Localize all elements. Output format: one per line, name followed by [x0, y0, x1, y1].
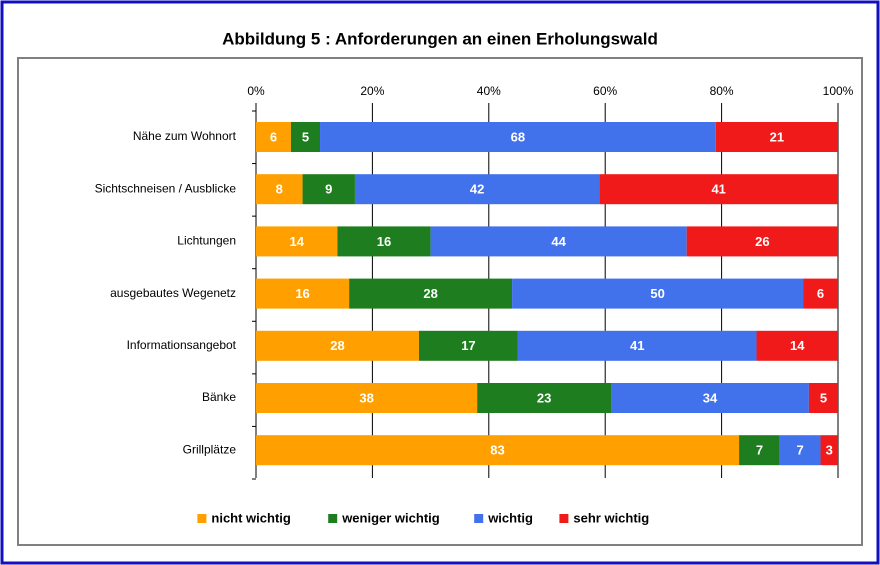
data-label: 83: [490, 443, 504, 458]
y-tick-label: Sichtschneisen / Ausblicke: [95, 181, 237, 195]
data-label: 44: [551, 234, 566, 249]
bar-segment: [337, 226, 431, 257]
legend-swatch: [328, 514, 338, 523]
bar-segment: [256, 174, 303, 205]
data-label: 28: [330, 338, 344, 353]
data-label: 41: [711, 182, 725, 197]
y-tick-label: ausgebautes Wegenetz: [110, 286, 236, 300]
legend-label: nicht wichtig: [211, 510, 291, 525]
legend-swatch: [197, 514, 207, 523]
x-tick-label: 0%: [247, 84, 265, 98]
bar-segment: [290, 122, 321, 152]
x-tick-label: 80%: [710, 84, 734, 98]
bar-segment: [256, 122, 291, 152]
data-label: 17: [461, 338, 475, 353]
bar-segment: [477, 383, 612, 413]
bar-segment: [256, 226, 338, 257]
data-label: 9: [325, 182, 332, 197]
y-tick-label: Nähe zum Wohnort: [133, 129, 237, 143]
y-tick-label: Grillplätze: [183, 442, 237, 456]
bar-segment: [803, 278, 838, 309]
y-tick-label: Bänke: [202, 390, 236, 404]
bar-segment: [418, 330, 518, 361]
x-tick-label: 60%: [593, 84, 617, 98]
data-label: 6: [270, 129, 277, 144]
data-label: 28: [423, 286, 437, 301]
bar-segment: [779, 435, 821, 466]
y-tick-label: Lichtungen: [177, 234, 236, 248]
legend-swatch: [559, 514, 569, 523]
data-label: 6: [817, 286, 824, 301]
x-tick-label: 100%: [823, 84, 854, 98]
data-label: 23: [537, 390, 551, 405]
data-label: 68: [511, 129, 525, 144]
data-label: 34: [703, 390, 718, 405]
chart-title: Abbildung 5 : Anforderungen an einen Erh…: [222, 29, 658, 48]
data-label: 5: [820, 390, 827, 405]
data-label: 41: [630, 338, 644, 353]
legend-label: weniger wichtig: [341, 510, 440, 525]
data-label: 8: [276, 182, 283, 197]
bar-segment: [715, 122, 838, 152]
x-tick-label: 40%: [477, 84, 501, 98]
legend-label: wichtig: [487, 510, 533, 525]
x-tick-label: 20%: [360, 84, 384, 98]
bar-segment: [256, 278, 350, 309]
data-label: 16: [295, 286, 309, 301]
bar-segment: [256, 330, 419, 361]
data-label: 21: [770, 129, 784, 144]
bar-segment: [302, 174, 355, 205]
data-label: 14: [290, 234, 305, 249]
bar-segment: [354, 174, 600, 205]
bar-segment: [256, 435, 740, 466]
bar-segment: [808, 383, 838, 413]
bar-segment: [820, 435, 838, 466]
bar-segment: [256, 383, 478, 413]
data-label: 42: [470, 182, 484, 197]
legend-label: sehr wichtig: [573, 510, 649, 525]
legend-swatch: [474, 514, 484, 523]
data-label: 50: [650, 286, 664, 301]
bar-segment: [599, 174, 838, 205]
bar-segment: [517, 330, 757, 361]
data-label: 7: [756, 443, 763, 458]
bar-segment: [320, 122, 716, 152]
data-label: 14: [790, 338, 805, 353]
data-label: 26: [755, 234, 769, 249]
bar-segment: [686, 226, 838, 257]
bar-segment: [512, 278, 804, 309]
bar-segment: [349, 278, 513, 309]
data-label: 16: [377, 234, 391, 249]
data-label: 3: [826, 443, 833, 458]
y-tick-label: Informationsangebot: [127, 338, 237, 352]
data-label: 5: [302, 129, 309, 144]
bar-segment: [739, 435, 780, 466]
bar-segment: [430, 226, 687, 257]
data-label: 7: [797, 443, 804, 458]
data-label: 38: [359, 390, 373, 405]
bar-segment: [756, 330, 838, 361]
bar-segment: [611, 383, 809, 413]
